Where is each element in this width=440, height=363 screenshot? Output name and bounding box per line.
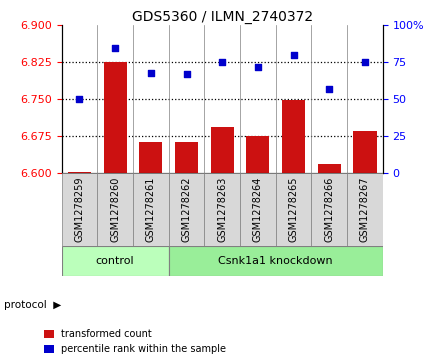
Bar	[169, 246, 383, 276]
Text: GSM1278260: GSM1278260	[110, 176, 120, 242]
Bar	[246, 136, 269, 173]
Bar	[353, 131, 377, 173]
Bar	[240, 173, 276, 246]
Point	[361, 59, 368, 65]
Bar	[204, 173, 240, 246]
Text: protocol  ▶: protocol ▶	[4, 300, 62, 310]
Point	[290, 52, 297, 58]
Bar	[68, 172, 91, 173]
Bar	[169, 173, 204, 246]
Point	[112, 45, 119, 50]
Text: GSM1278264: GSM1278264	[253, 176, 263, 242]
Text: GSM1278259: GSM1278259	[74, 176, 84, 242]
Point	[326, 86, 333, 92]
Text: control: control	[96, 256, 135, 266]
Text: GSM1278267: GSM1278267	[360, 176, 370, 242]
Bar	[282, 100, 305, 173]
Point	[183, 71, 190, 77]
Bar	[276, 173, 312, 246]
Bar	[318, 164, 341, 173]
Bar	[175, 142, 198, 173]
Point	[147, 70, 154, 76]
Bar	[139, 142, 162, 173]
Bar	[347, 173, 383, 246]
Text: Csnk1a1 knockdown: Csnk1a1 knockdown	[218, 256, 333, 266]
Point	[254, 64, 261, 70]
Bar	[211, 127, 234, 173]
Bar	[62, 173, 97, 246]
Text: GSM1278266: GSM1278266	[324, 176, 334, 242]
Point	[219, 59, 226, 65]
Title: GDS5360 / ILMN_2740372: GDS5360 / ILMN_2740372	[132, 11, 313, 24]
Bar	[312, 173, 347, 246]
Text: GSM1278263: GSM1278263	[217, 176, 227, 242]
Text: GSM1278262: GSM1278262	[182, 176, 191, 242]
Legend: transformed count, percentile rank within the sample: transformed count, percentile rank withi…	[40, 326, 230, 358]
Bar	[97, 173, 133, 246]
Point	[76, 96, 83, 102]
Text: GSM1278265: GSM1278265	[289, 176, 299, 242]
Bar	[103, 62, 127, 173]
Bar	[62, 246, 169, 276]
Bar	[133, 173, 169, 246]
Text: GSM1278261: GSM1278261	[146, 176, 156, 242]
